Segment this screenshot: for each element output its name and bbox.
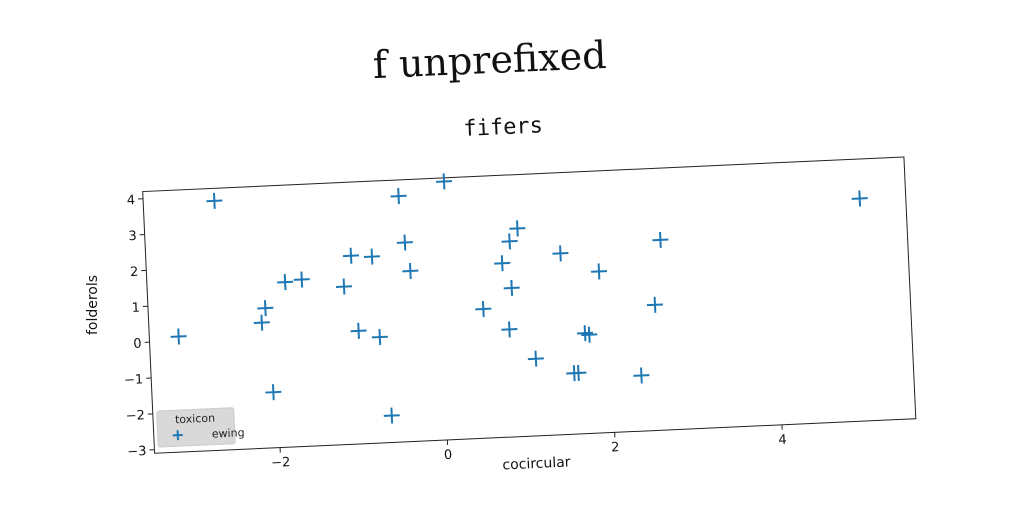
plot-area bbox=[142, 156, 917, 454]
data-point bbox=[652, 231, 669, 248]
data-point bbox=[371, 329, 388, 346]
data-point bbox=[527, 350, 544, 367]
data-point bbox=[342, 247, 360, 264]
data-point bbox=[501, 321, 518, 338]
data-points bbox=[170, 173, 868, 424]
data-point bbox=[552, 245, 569, 262]
data-point bbox=[265, 384, 282, 401]
y-axis-label: folderols bbox=[85, 275, 101, 335]
legend-marker-icon bbox=[172, 430, 183, 441]
data-point bbox=[390, 188, 407, 205]
x-tick-label: −2 bbox=[271, 455, 291, 471]
data-point bbox=[257, 300, 274, 317]
y-tick-label: 2 bbox=[130, 265, 139, 280]
data-point bbox=[383, 407, 400, 424]
x-tick-label: 4 bbox=[778, 433, 787, 448]
data-point bbox=[503, 279, 520, 297]
data-point bbox=[253, 314, 270, 331]
y-tick-label: 4 bbox=[126, 193, 135, 208]
data-point bbox=[402, 262, 419, 280]
data-point bbox=[509, 220, 526, 237]
y-tick-label: −3 bbox=[127, 444, 147, 460]
data-point bbox=[570, 364, 587, 381]
legend-entry-ewing: ewing bbox=[211, 426, 244, 440]
y-tick-label: 3 bbox=[128, 229, 137, 244]
legend-title: toxicon bbox=[175, 412, 216, 427]
legend-marker-ewing bbox=[172, 430, 183, 441]
data-point bbox=[350, 322, 367, 339]
data-point bbox=[576, 325, 594, 342]
y-tick-label: −1 bbox=[124, 372, 144, 388]
data-point bbox=[494, 255, 511, 272]
data-point bbox=[206, 192, 223, 209]
data-point bbox=[293, 271, 310, 288]
chart-title: fifers bbox=[463, 113, 544, 142]
x-tick-label: 2 bbox=[611, 440, 620, 455]
data-point bbox=[277, 274, 294, 291]
data-point bbox=[335, 278, 353, 295]
data-point bbox=[475, 300, 492, 318]
data-point bbox=[170, 328, 187, 345]
data-point bbox=[633, 367, 650, 384]
y-tick-label: 0 bbox=[133, 337, 142, 352]
x-axis-label: cocircular bbox=[502, 454, 571, 473]
data-point bbox=[581, 326, 598, 343]
data-point bbox=[851, 190, 868, 207]
x-tick-label: 0 bbox=[444, 448, 453, 463]
data-point bbox=[363, 248, 381, 265]
data-point bbox=[435, 173, 453, 190]
data-point bbox=[501, 233, 518, 250]
data-point bbox=[590, 263, 608, 280]
y-tick-label: 1 bbox=[131, 301, 140, 316]
y-tick-label: −2 bbox=[125, 408, 145, 424]
data-point bbox=[396, 234, 413, 251]
data-point bbox=[646, 296, 664, 313]
axis-ticks: −2 0 2 4 −3 −2 −1 0 1 2 3 4 bbox=[124, 193, 787, 471]
legend: toxicon ewing bbox=[156, 407, 245, 448]
